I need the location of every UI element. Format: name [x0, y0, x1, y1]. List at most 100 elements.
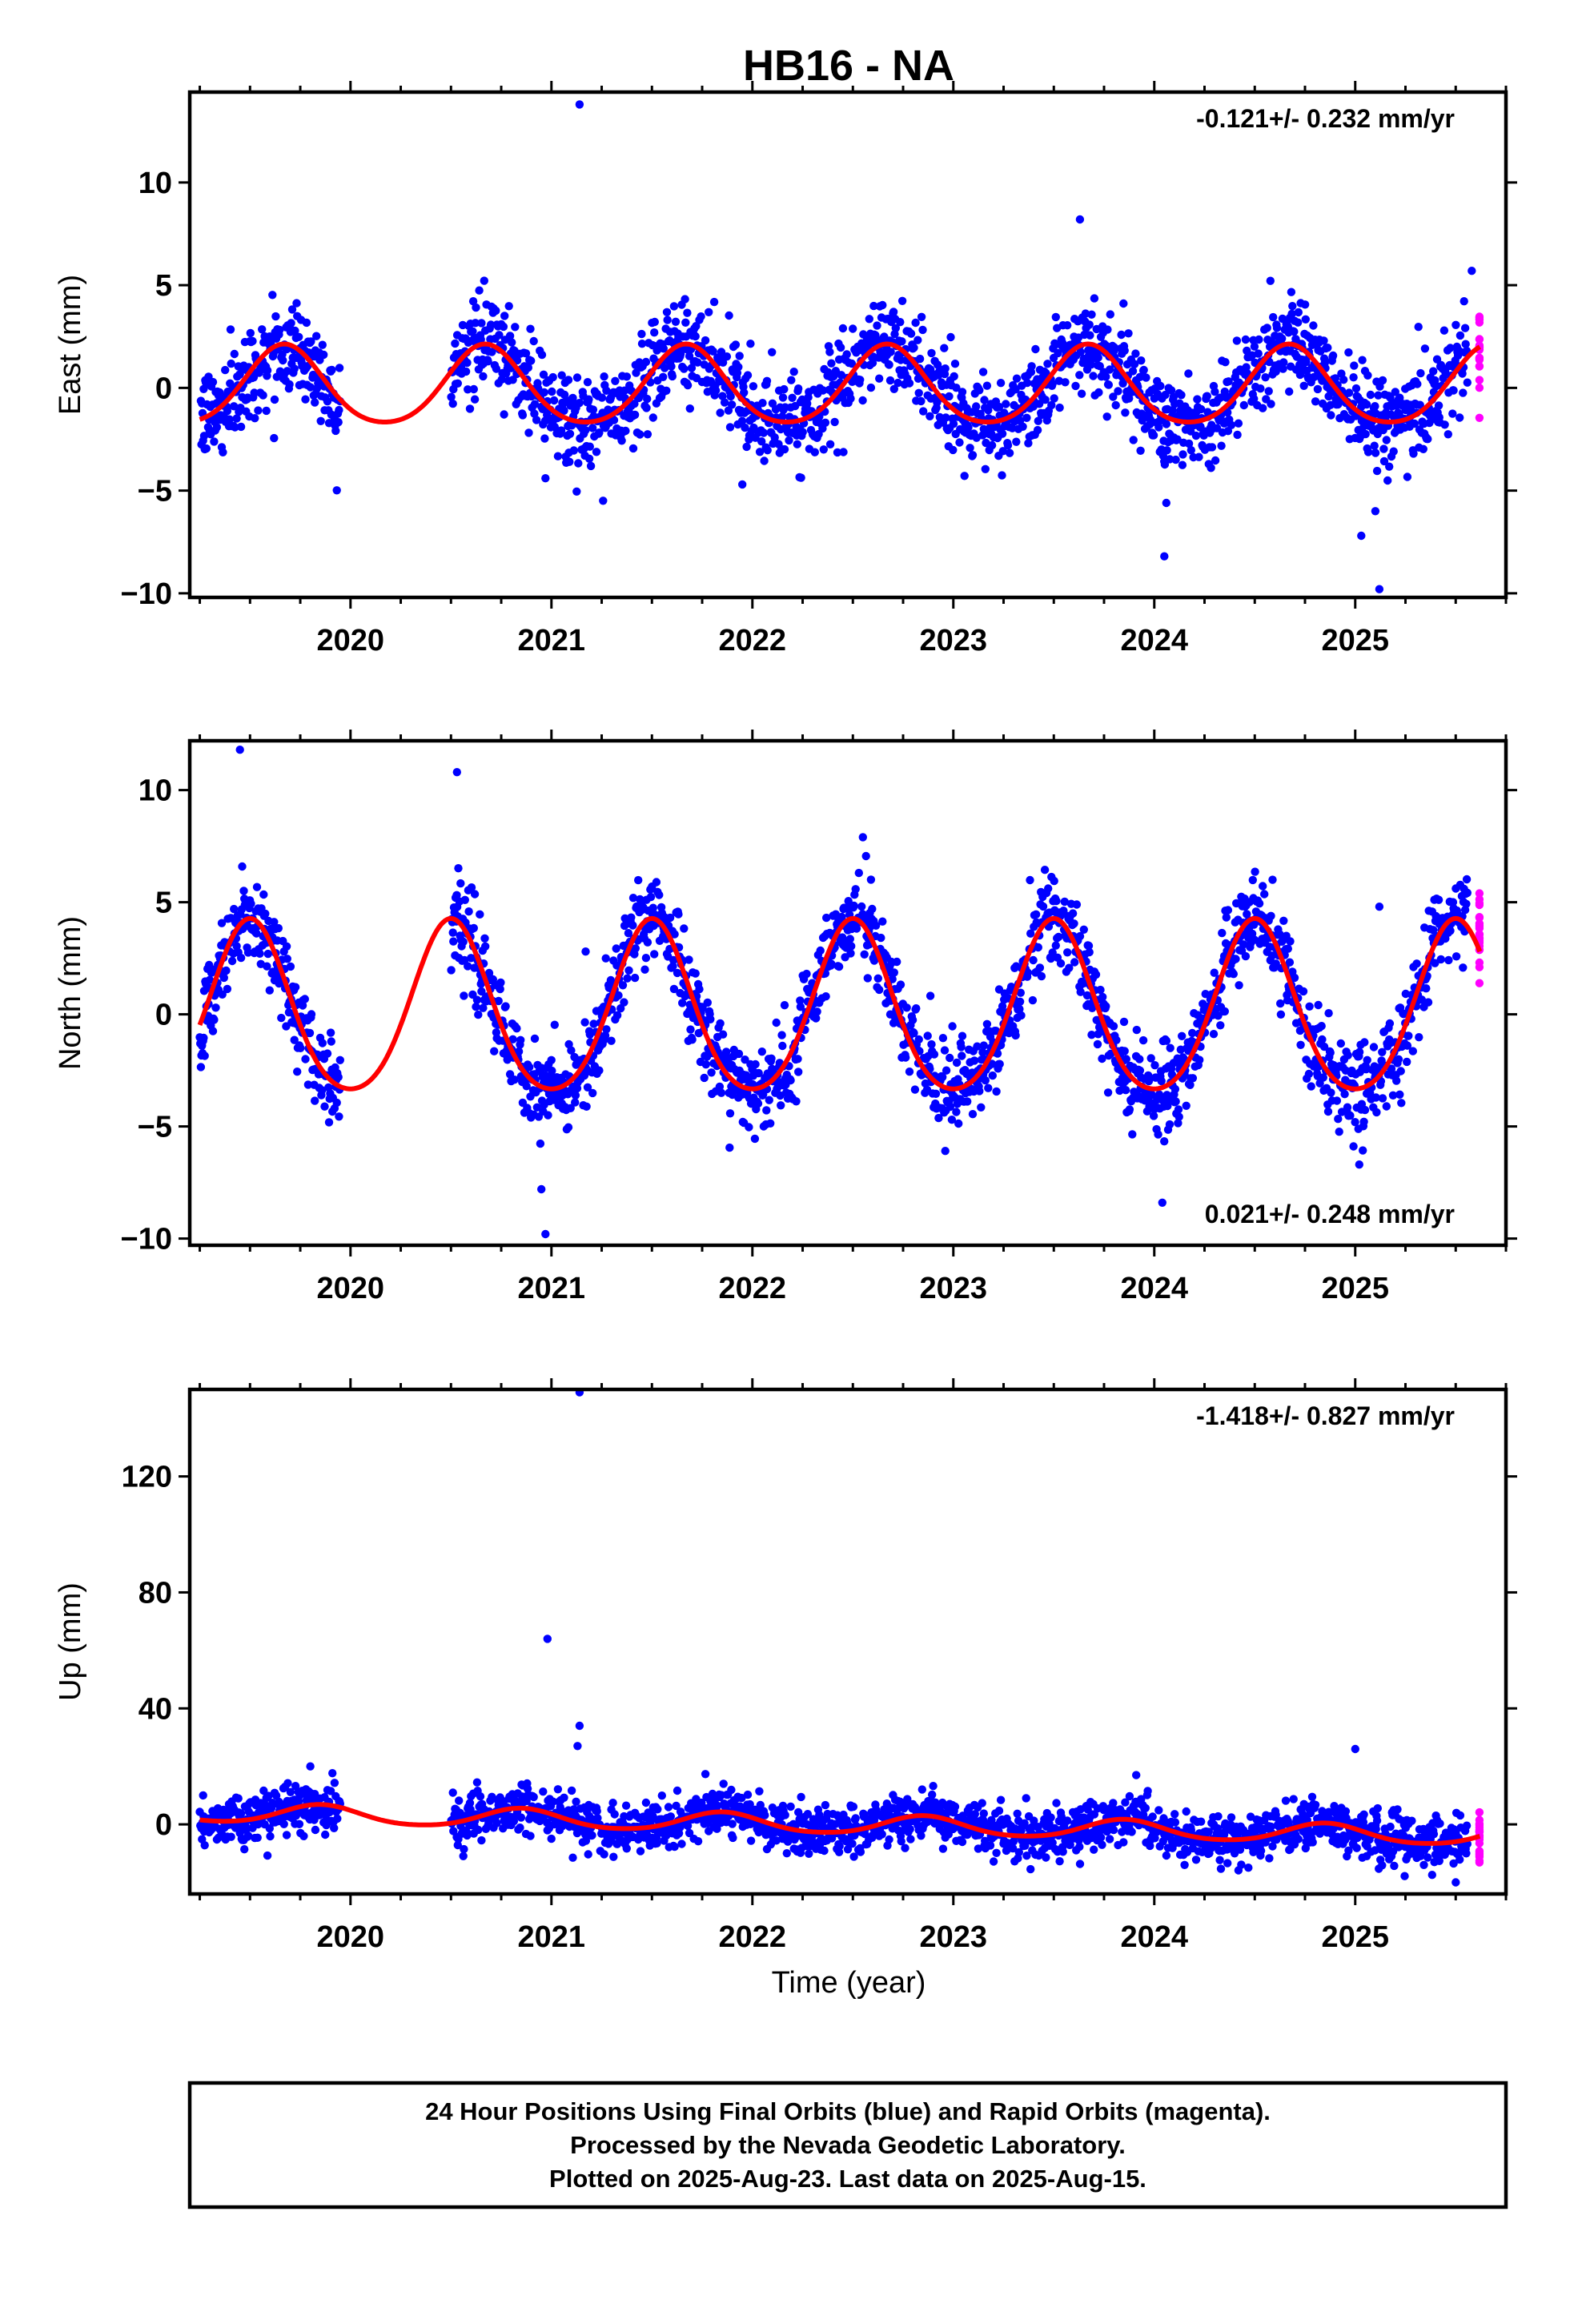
x-tick-label: 2022 — [719, 624, 787, 657]
final-orbit-point — [954, 1119, 963, 1128]
final-orbit-point — [821, 1800, 830, 1810]
final-orbit-point — [765, 1096, 773, 1104]
final-orbit-point — [794, 1068, 803, 1076]
final-orbit-point — [1109, 392, 1118, 401]
final-orbit-point — [467, 883, 476, 892]
final-orbit-point — [597, 393, 607, 402]
final-orbit-point — [1166, 1043, 1174, 1052]
final-orbit-point — [1371, 1093, 1380, 1102]
final-orbit-point — [1034, 943, 1043, 952]
final-orbit-point — [1420, 344, 1430, 353]
final-orbit-point — [1434, 401, 1443, 410]
final-orbit-point — [869, 301, 878, 311]
final-orbit-point — [1012, 374, 1022, 383]
final-orbit-point — [1171, 455, 1180, 464]
final-orbit-point — [511, 323, 520, 332]
final-orbit-point — [537, 1184, 546, 1194]
final-orbit-point — [749, 382, 758, 391]
final-orbit-point — [470, 395, 480, 404]
final-orbit-point — [780, 384, 789, 394]
final-orbit-point — [697, 312, 705, 321]
final-orbit-point — [1124, 329, 1133, 338]
final-orbit-point — [1017, 1011, 1026, 1020]
final-orbit-point — [1193, 395, 1202, 404]
final-orbit-point — [819, 445, 828, 454]
final-orbit-point — [1165, 1120, 1174, 1129]
final-orbit-point — [230, 904, 239, 914]
final-orbit-point — [1294, 318, 1303, 327]
final-orbit-point — [1051, 941, 1061, 950]
final-orbit-point — [539, 1787, 548, 1796]
final-orbit-point — [992, 1087, 1001, 1096]
final-orbit-point — [709, 347, 717, 356]
final-orbit-point — [527, 356, 536, 365]
final-orbit-point — [1403, 1041, 1412, 1050]
final-orbit-point — [1263, 324, 1271, 332]
final-orbit-point — [636, 1847, 645, 1856]
final-orbit-point — [316, 416, 325, 425]
final-orbit-point — [794, 384, 803, 393]
final-orbit-point — [514, 1047, 524, 1056]
final-orbit-point — [1344, 348, 1353, 357]
final-orbit-point — [797, 1792, 805, 1802]
final-orbit-point — [960, 472, 969, 480]
final-orbit-point — [460, 1844, 468, 1854]
final-orbit-point — [1357, 531, 1366, 541]
final-orbit-point — [725, 423, 735, 432]
final-orbit-point — [326, 1787, 335, 1795]
final-orbit-point — [1201, 990, 1210, 999]
final-orbit-point — [452, 768, 461, 777]
final-orbit-point — [897, 296, 907, 305]
final-orbit-point — [550, 1020, 559, 1029]
final-orbit-point — [845, 935, 855, 943]
final-orbit-point — [902, 1003, 911, 1012]
final-orbit-point — [572, 487, 581, 496]
final-orbit-point — [1174, 1112, 1183, 1121]
final-orbit-point — [583, 1083, 592, 1092]
final-orbit-point — [1144, 1076, 1154, 1086]
final-orbit-point — [958, 388, 967, 396]
final-orbit-point — [1294, 308, 1303, 317]
final-orbit-point — [785, 436, 793, 445]
final-orbit-point — [592, 448, 601, 456]
final-orbit-point — [541, 474, 550, 483]
final-orbit-point — [1018, 422, 1027, 431]
north-frame — [187, 738, 1508, 1248]
final-orbit-point — [1149, 431, 1158, 440]
final-orbit-point — [282, 344, 291, 354]
final-orbit-point — [1319, 1073, 1328, 1082]
final-orbit-point — [324, 1118, 334, 1127]
final-orbit-point — [1448, 898, 1458, 907]
final-orbit-point — [494, 996, 503, 1006]
final-orbit-point — [763, 446, 772, 455]
final-orbit-point — [1387, 1064, 1396, 1073]
final-orbit-point — [835, 1842, 844, 1851]
final-orbit-point — [972, 402, 981, 411]
final-orbit-point — [1285, 387, 1294, 396]
final-orbit-point — [475, 286, 484, 295]
final-orbit-point — [1008, 424, 1017, 432]
final-orbit-point — [1082, 991, 1092, 1000]
final-orbit-point — [333, 1814, 342, 1823]
final-orbit-point — [1216, 393, 1225, 402]
final-orbit-point — [1011, 1031, 1020, 1040]
final-orbit-point — [1115, 1086, 1124, 1096]
final-orbit-point — [1139, 365, 1148, 375]
final-orbit-point — [701, 1770, 710, 1779]
final-orbit-point — [1089, 372, 1098, 380]
final-orbit-point — [566, 1104, 575, 1113]
final-orbit-point — [1446, 344, 1455, 352]
final-orbit-point — [669, 984, 679, 994]
final-orbit-point — [1392, 1076, 1401, 1085]
final-orbit-point — [672, 1801, 681, 1811]
final-orbit-point — [1031, 910, 1041, 919]
final-orbit-point — [893, 378, 902, 388]
final-orbit-point — [1456, 413, 1464, 422]
final-orbit-point — [508, 338, 516, 347]
final-orbit-point — [1385, 462, 1394, 471]
final-orbit-point — [646, 892, 656, 902]
final-orbit-point — [1314, 1000, 1323, 1010]
final-orbit-point — [1235, 981, 1243, 990]
final-orbit-point — [1117, 330, 1126, 340]
